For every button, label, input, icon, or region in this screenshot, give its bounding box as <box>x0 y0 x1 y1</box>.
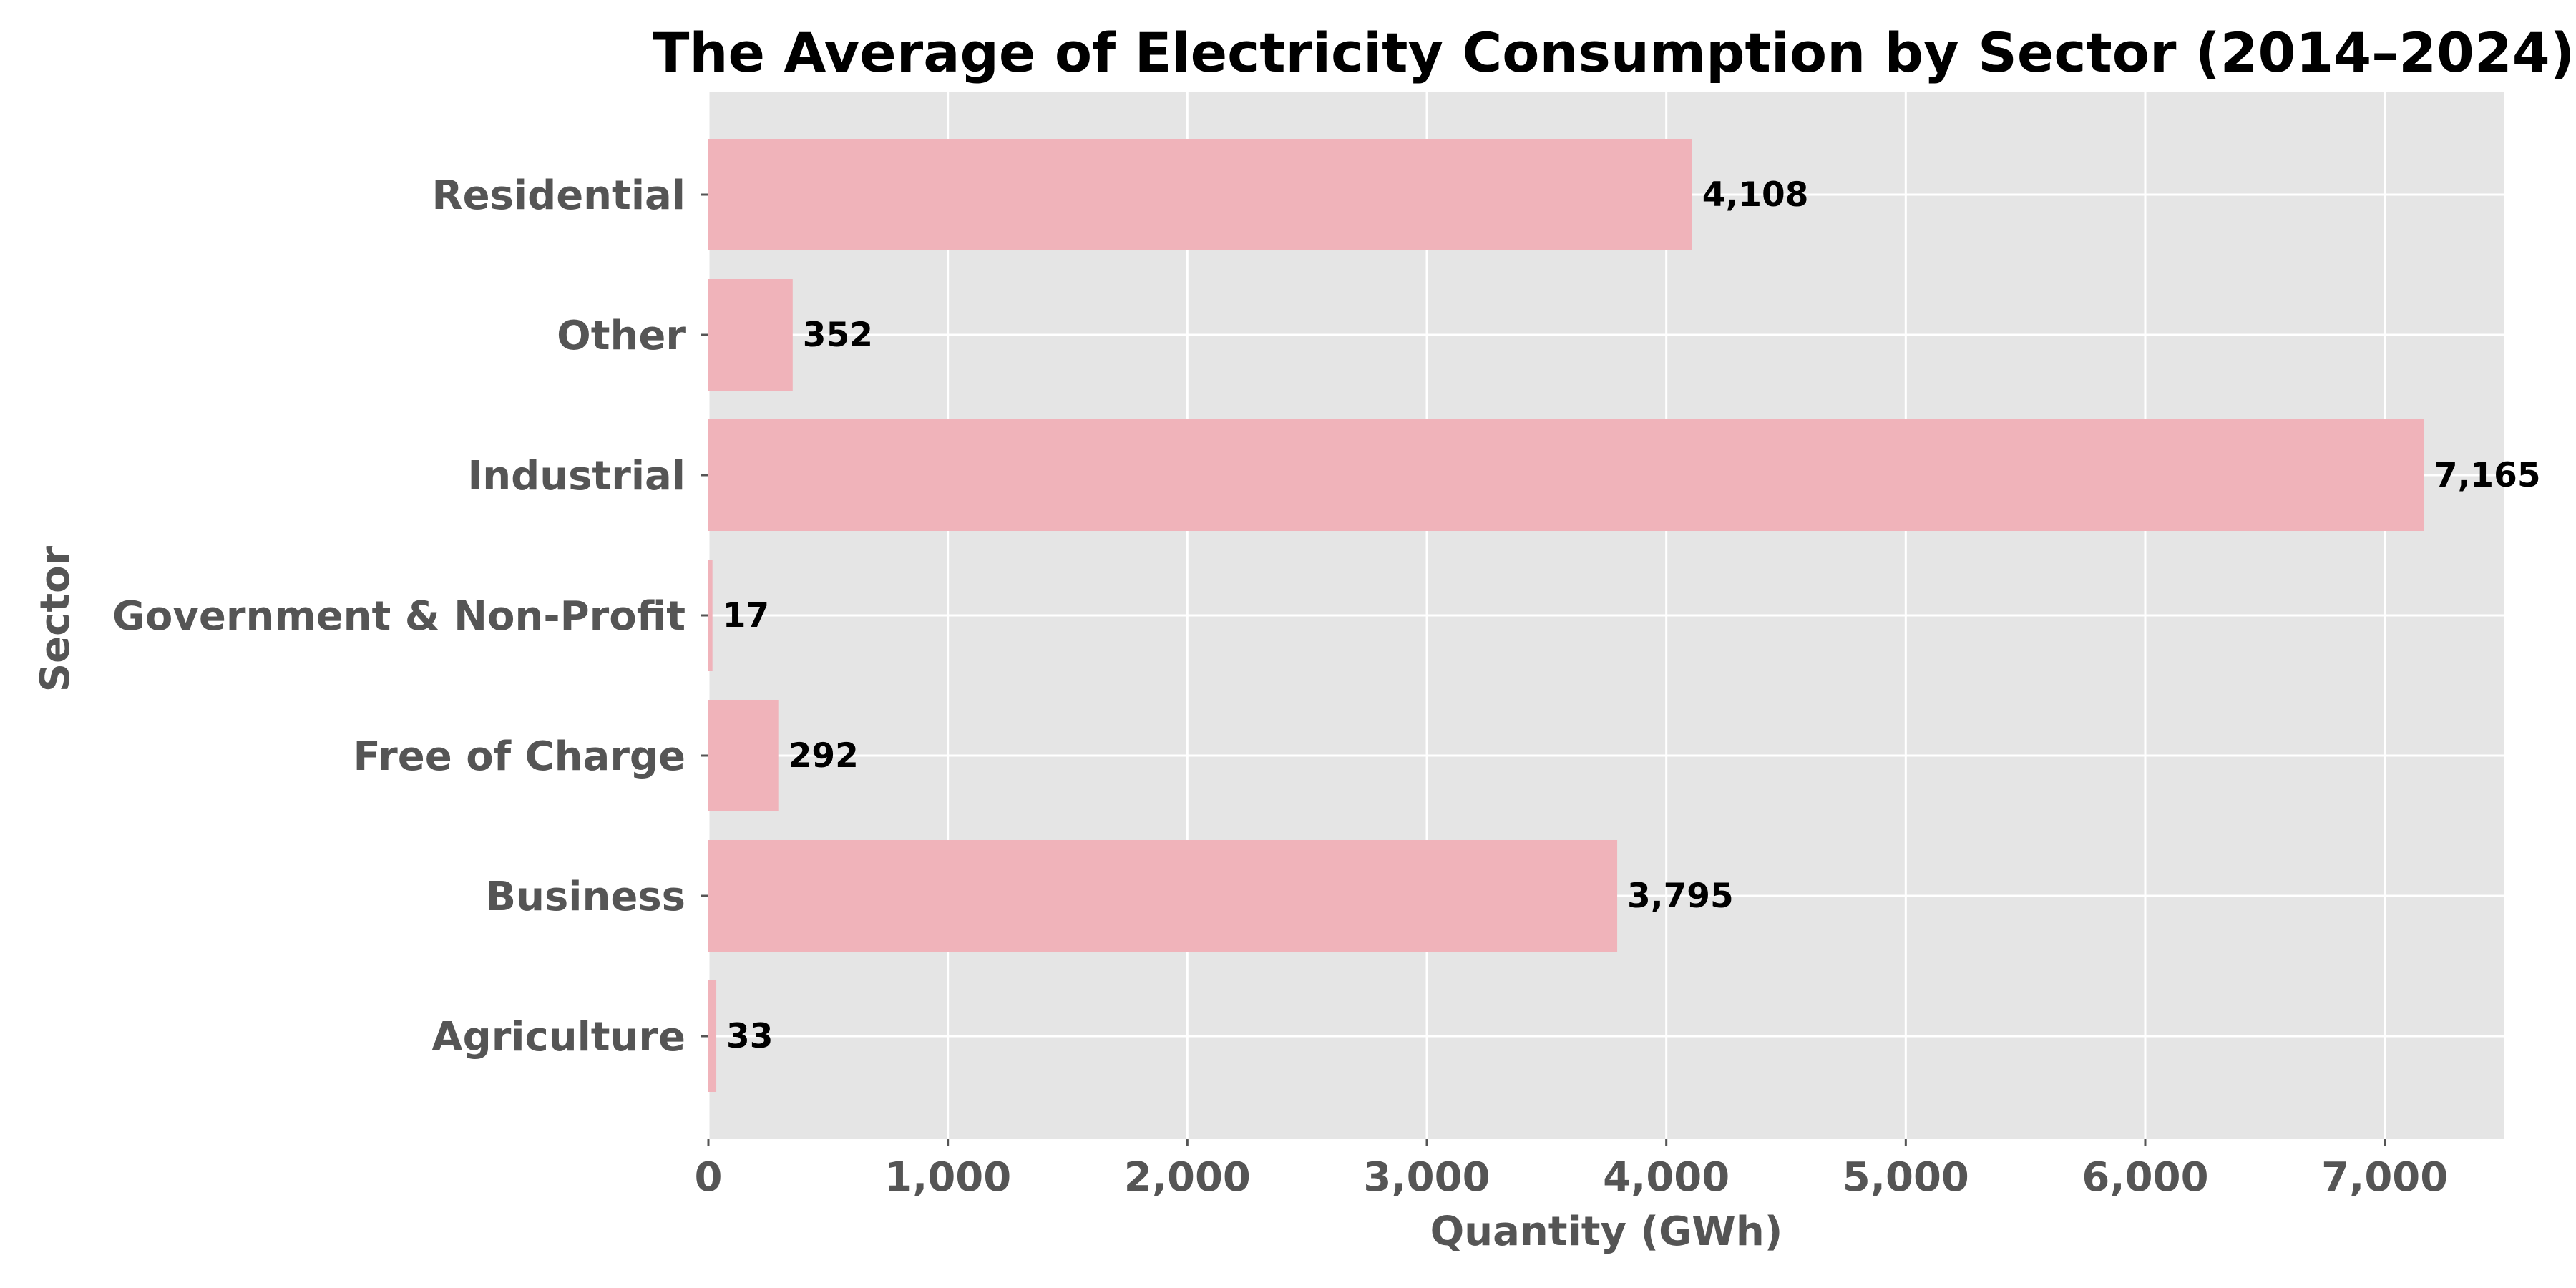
bar <box>708 279 793 391</box>
bar-value-label: 17 <box>723 596 769 635</box>
x-tick-label: 1,000 <box>884 1154 1011 1201</box>
y-tick-label: Free of Charge <box>353 733 686 780</box>
x-tick-label: 0 <box>695 1154 723 1201</box>
bar-value-label: 4,108 <box>1702 175 1809 215</box>
x-tick-label: 2,000 <box>1124 1154 1251 1201</box>
y-tick-label: Other <box>557 313 686 359</box>
bar <box>708 700 779 811</box>
bar-value-label: 3,795 <box>1627 877 1734 916</box>
bar <box>708 980 717 1092</box>
x-tick-label: 3,000 <box>1363 1154 1490 1201</box>
y-axis-title: Sector <box>32 545 79 692</box>
axis-ticks: 0 1,000 2,000 3,000 4,000 5,000 6,000 7,000 Resi… <box>112 172 2448 1201</box>
y-tick-label: Government & Non-Profit <box>112 593 686 640</box>
x-tick-label: 6,000 <box>2082 1154 2208 1201</box>
bar-value-label: 33 <box>726 1017 773 1056</box>
bar-value-label: 292 <box>789 736 859 776</box>
y-tick-label: Industrial <box>467 453 686 499</box>
x-tick-label: 4,000 <box>1603 1154 1729 1201</box>
data-labels: 4,108 352 7,165 17 292 3,795 33 <box>723 175 2541 1056</box>
x-tick-label: 7,000 <box>2321 1154 2448 1201</box>
bar-value-label: 352 <box>803 316 873 355</box>
bar-value-label: 7,165 <box>2434 456 2541 495</box>
y-tick-label: Business <box>485 874 686 920</box>
bar <box>708 419 2424 531</box>
bars <box>708 139 2424 1092</box>
x-tick-label: 5,000 <box>1843 1154 1969 1201</box>
bar <box>708 560 713 671</box>
bar <box>708 840 1618 952</box>
y-tick-label: Agriculture <box>431 1014 686 1060</box>
y-tick-label: Residential <box>431 172 686 219</box>
bar <box>708 139 1692 250</box>
x-axis-title: Quantity (GWh) <box>1430 1209 1783 1255</box>
chart-title: The Average of Electricity Consumption b… <box>653 21 2575 84</box>
